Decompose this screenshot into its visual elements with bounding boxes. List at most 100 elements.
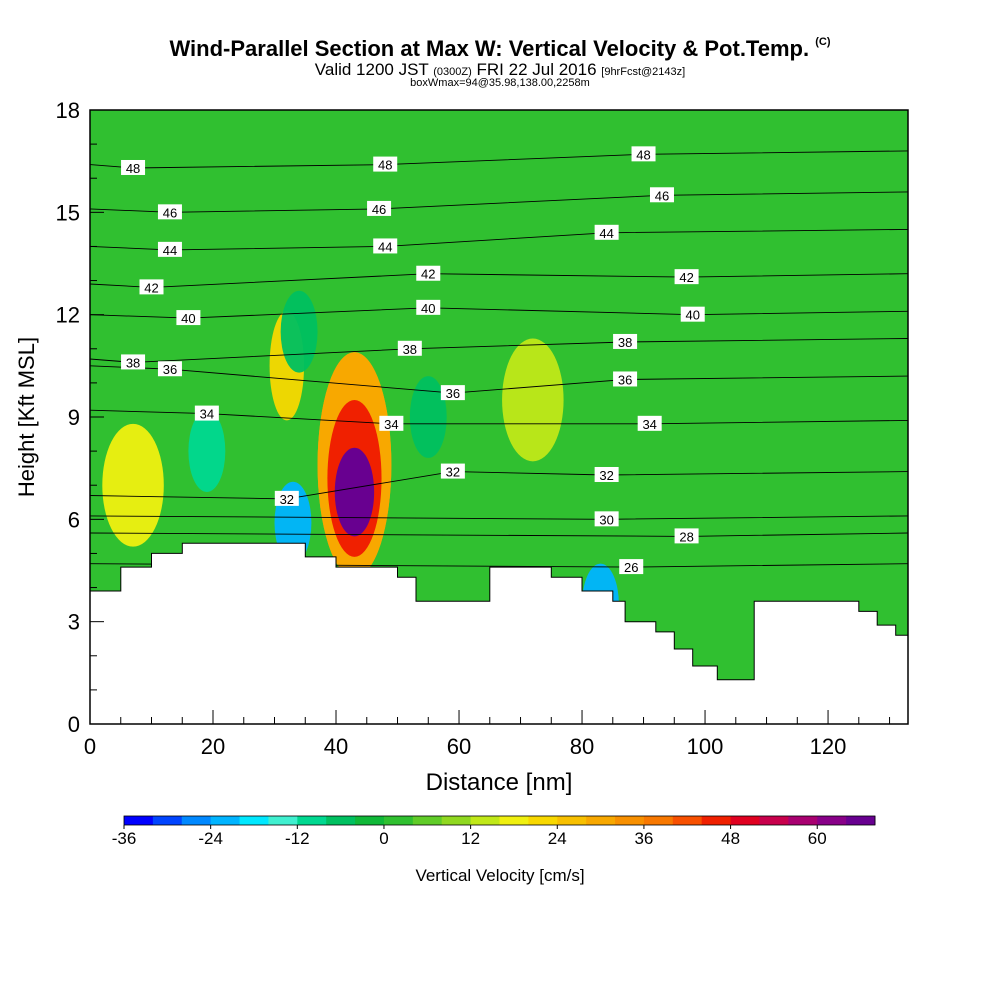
colorbar-swatch: [441, 816, 472, 825]
theta-label-box: [649, 187, 674, 203]
y-tick-label: 3: [68, 610, 80, 635]
y-axis-label: Height [Kft MSL]: [14, 337, 39, 497]
colorbar-swatch: [152, 816, 183, 825]
theta-label: 34: [642, 417, 656, 432]
x-tick-label: 120: [810, 734, 847, 759]
theta-label: 40: [181, 311, 195, 326]
colorbar-swatch: [499, 816, 529, 825]
velocity-feature-weak-updraft: [102, 423, 164, 547]
colorbar-label: Vertical Velocity [cm/s]: [415, 866, 584, 885]
x-tick-label: 60: [447, 734, 471, 759]
terrain: [90, 542, 908, 724]
theta-label-box: [194, 405, 219, 421]
theta-label: 36: [446, 386, 460, 401]
colorbar-swatch: [181, 816, 212, 825]
theta-label-box: [613, 371, 638, 387]
x-tick-label: 40: [324, 734, 348, 759]
theta-label-box: [594, 466, 619, 482]
colorbar-swatch: [701, 816, 732, 825]
theta-label: 36: [163, 362, 177, 377]
colorbar-swatch: [412, 816, 443, 825]
theta-label: 34: [200, 407, 214, 422]
theta-label: 42: [679, 270, 693, 285]
valid-prefix: Valid 1200 JST: [314, 60, 429, 79]
theta-label: 32: [446, 465, 460, 480]
theta-label: 36: [618, 372, 632, 387]
colorbar-swatch: [615, 816, 645, 825]
theta-label: 44: [378, 239, 392, 254]
theta-label-box: [674, 269, 699, 285]
theta-label-box: [157, 361, 182, 377]
theta-label-box: [440, 385, 465, 401]
theta-label: 46: [163, 205, 177, 220]
theta-label-box: [397, 340, 422, 356]
colorbar-tick-label: 24: [548, 829, 567, 848]
colorbar-tick-label: -12: [285, 829, 310, 848]
colorbar-tick-label: 0: [379, 829, 388, 848]
colorbar-swatch: [817, 816, 847, 825]
theta-label-box: [274, 490, 299, 506]
theta-label-box: [176, 310, 201, 326]
chart-subtitle: Valid 1200 JST (0300Z) FRI 22 Jul 2016 […: [0, 61, 1000, 81]
theta-label-box: [157, 241, 182, 257]
theta-label: 32: [280, 492, 294, 507]
theta-label: 40: [686, 308, 700, 323]
y-tick-label: 9: [68, 405, 80, 430]
theta-label: 38: [126, 355, 140, 370]
theta-label: 40: [421, 301, 435, 316]
x-axis-label: Distance [nm]: [426, 769, 573, 796]
chart-title: Wind-Parallel Section at Max W: Vertical…: [169, 36, 831, 61]
colorbar: -36 -24 -12 0 12 24 36 48 60 Vertical Velocity [c…: [112, 815, 876, 885]
theta-label-box: [637, 415, 662, 431]
colorbar-swatch: [124, 816, 154, 825]
y-tick-label: 18: [56, 98, 80, 123]
colorbar-swatch: [326, 816, 356, 825]
velocity-feature-downdraft: [409, 376, 447, 458]
colorbar-swatch: [788, 816, 818, 825]
theta-label-box: [613, 333, 638, 349]
colorbar-swatch: [239, 816, 269, 825]
colorbar-swatch: [470, 816, 500, 825]
velocity-feature-downdraft: [188, 410, 226, 493]
velocity-feature-downdraft: [280, 290, 318, 373]
colorbar-tick-label: -36: [112, 829, 137, 848]
theta-label-box: [594, 511, 619, 527]
theta-label: 42: [421, 267, 435, 282]
theta-label: 44: [163, 243, 177, 258]
theta-label-box: [680, 306, 705, 322]
colorbar-frame: [123, 815, 876, 826]
theta-label-box: [157, 204, 182, 220]
theta-label-box: [416, 265, 441, 281]
plot-area: 48 48 48 46 46 46 44 44 44 42 42 42 40 40 40 38 38 38 36 36…: [90, 110, 908, 724]
theta-label-box: [416, 299, 441, 315]
updraft-layer: [334, 447, 375, 537]
theta-label: 46: [655, 188, 669, 203]
velocity-feature-weak-updraft: [502, 338, 564, 462]
theta-label: 28: [679, 529, 693, 544]
theta-label: 38: [618, 335, 632, 350]
x-tick-label: 80: [570, 734, 594, 759]
theta-label: 38: [403, 342, 417, 357]
x-tick-label: 0: [84, 734, 96, 759]
y-tick-label: 12: [56, 303, 80, 328]
theta-label-box: [367, 200, 392, 216]
theta-label-box: [121, 159, 146, 175]
colorbar-tick-label: 12: [461, 829, 480, 848]
theta-label: 42: [144, 280, 158, 295]
colorbar-tick-label: 60: [808, 829, 827, 848]
theta-label: 44: [599, 226, 613, 241]
theta-label: 30: [599, 512, 613, 527]
theta-label-box: [373, 156, 398, 172]
colorbar-swatch: [846, 816, 876, 825]
boxwmax-note: boxWmax=94@35.98,138.00,2258m: [410, 77, 590, 89]
colorbar-swatch: [297, 816, 327, 825]
theta-label-box: [674, 528, 699, 544]
theta-label: 46: [372, 202, 386, 217]
y-tick-label: 15: [56, 200, 80, 225]
colorbar-tick-label: -24: [198, 829, 223, 848]
theta-label-box: [121, 354, 146, 370]
theta-label-box: [379, 415, 404, 431]
valid-date: FRI 22 Jul 2016: [476, 60, 597, 79]
theta-label-box: [373, 238, 398, 254]
